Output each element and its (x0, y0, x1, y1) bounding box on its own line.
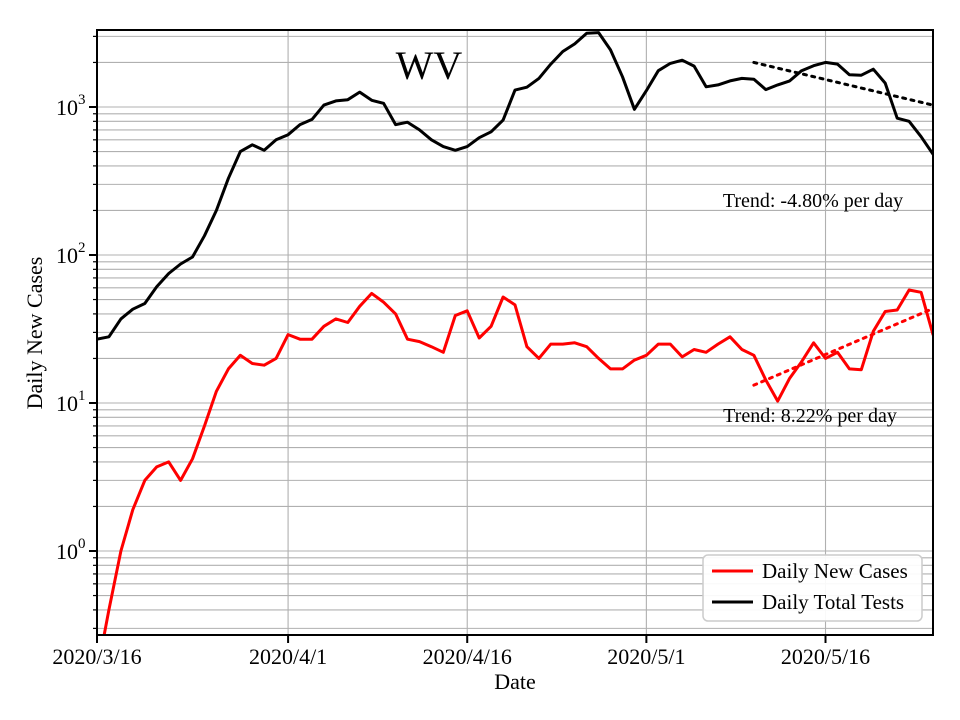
x-tick-label: 2020/4/1 (249, 644, 327, 669)
trend-line-cases (752, 307, 933, 387)
cases-trend-annotation: Trend: 8.22% per day (723, 405, 897, 427)
series-daily-new-cases (102, 288, 933, 635)
x-axis-label: Date (494, 669, 536, 694)
legend-label-daily-new-cases: Daily New Cases (762, 559, 908, 583)
x-tick-label: 2020/4/16 (423, 644, 512, 669)
plot-border (96, 29, 934, 636)
y-tick-label: 100 (56, 536, 86, 564)
trend-lines (752, 60, 933, 387)
x-tick-label: 2020/5/16 (781, 644, 870, 669)
axis-ticks (89, 35, 827, 643)
y-tick-label: 103 (56, 92, 86, 120)
x-tick-label: 2020/5/1 (607, 644, 685, 669)
legend-box (702, 554, 923, 622)
legend: Daily New Cases Daily Total Tests (702, 554, 923, 622)
y-tick-label: 101 (56, 388, 86, 416)
legend-label-daily-total-tests: Daily Total Tests (762, 590, 904, 614)
x-tick-label: 2020/3/16 (52, 644, 141, 669)
gridlines (97, 30, 933, 635)
chart-title: WV (396, 43, 463, 88)
y-tick-label: 102 (56, 240, 86, 268)
series-daily-total-tests (97, 31, 933, 341)
tests-trend-annotation: Trend: -4.80% per day (723, 190, 903, 212)
tick-labels: 100 101 102 103 2020/3/16 2020/4/1 2020/4/16 20… (52, 92, 870, 669)
data-series (97, 31, 933, 635)
y-axis-label: Daily New Cases (22, 257, 47, 410)
trend-line-tests (752, 60, 933, 107)
